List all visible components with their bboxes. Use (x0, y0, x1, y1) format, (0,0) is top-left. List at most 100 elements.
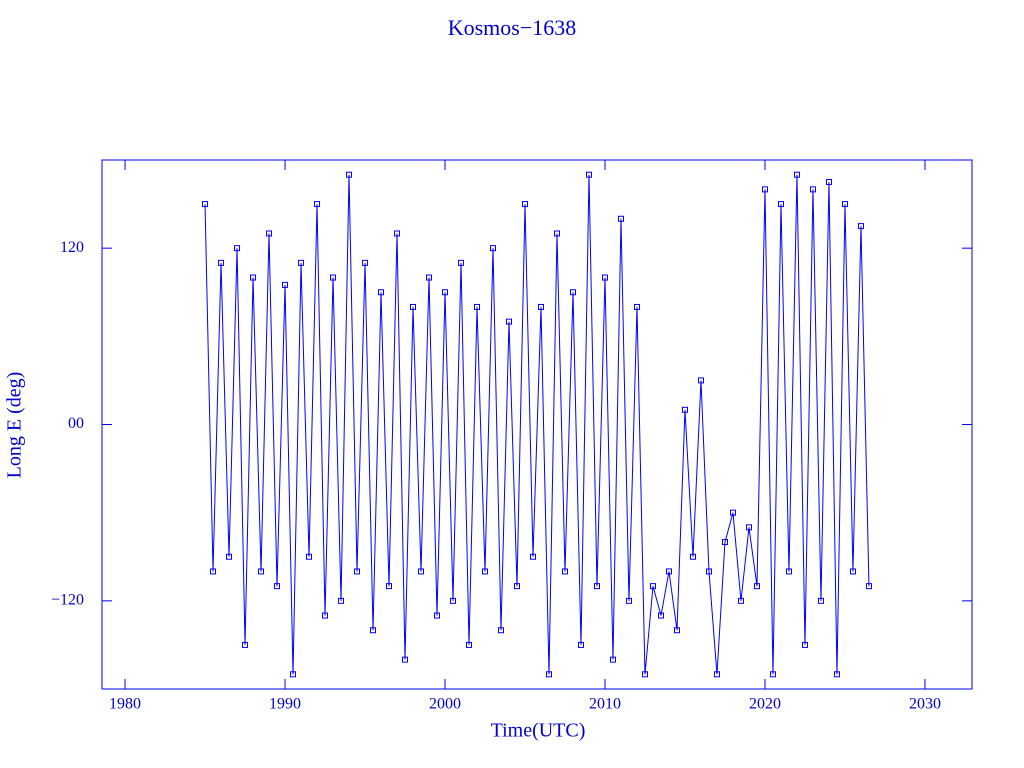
data-point (545, 671, 552, 678)
data-point (466, 641, 473, 648)
data-point (769, 671, 776, 678)
data-point (841, 201, 848, 208)
data-point (362, 259, 369, 266)
data-point (857, 223, 864, 230)
data-point (450, 597, 457, 604)
data-point (721, 539, 728, 546)
data-point (577, 641, 584, 648)
data-point (585, 171, 592, 178)
data-point (601, 274, 608, 281)
data-point (697, 377, 704, 384)
data-point (681, 406, 688, 413)
data-point (777, 201, 784, 208)
data-point (865, 583, 872, 590)
data-point (274, 583, 281, 590)
data-point (761, 186, 768, 193)
data-point (617, 215, 624, 222)
data-point (242, 641, 249, 648)
data-point (490, 245, 497, 252)
data-point (402, 656, 409, 663)
y-tick-label: −120 (51, 592, 84, 609)
data-point (530, 553, 537, 560)
data-point (458, 259, 465, 266)
x-tick-label: 1980 (109, 696, 141, 713)
data-point (442, 289, 449, 296)
data-point (258, 568, 265, 575)
data-point (753, 583, 760, 590)
data-point (306, 553, 313, 560)
x-tick-label: 1990 (269, 696, 301, 713)
data-point (729, 509, 736, 516)
data-point (553, 230, 560, 237)
data-point (705, 568, 712, 575)
data-point (210, 568, 217, 575)
data-point (290, 671, 297, 678)
data-point (298, 259, 305, 266)
data-point (386, 583, 393, 590)
data-point (689, 553, 696, 560)
data-point (498, 627, 505, 634)
data-point (522, 201, 529, 208)
data-point (234, 245, 241, 252)
data-point (593, 583, 600, 590)
y-tick-label: 120 (60, 239, 84, 256)
data-point (370, 627, 377, 634)
data-point (418, 568, 425, 575)
y-tick-label: 00 (68, 415, 84, 432)
data-point (633, 303, 640, 310)
data-point (410, 303, 417, 310)
data-point (537, 303, 544, 310)
data-point (202, 201, 209, 208)
x-tick-label: 2030 (909, 696, 941, 713)
data-point (569, 289, 576, 296)
chart-title: Kosmos−1638 (448, 15, 577, 40)
data-point (322, 612, 329, 619)
data-point (314, 201, 321, 208)
data-point (609, 656, 616, 663)
x-tick-label: 2000 (429, 696, 461, 713)
data-point (250, 274, 257, 281)
data-point (713, 671, 720, 678)
data-point (218, 259, 225, 266)
data-point (434, 612, 441, 619)
data-point (849, 568, 856, 575)
data-point (641, 671, 648, 678)
data-point (625, 597, 632, 604)
data-point (346, 171, 353, 178)
data-point (330, 274, 337, 281)
data-point (282, 281, 289, 288)
x-tick-label: 2010 (589, 696, 621, 713)
data-point (561, 568, 568, 575)
data-point (378, 289, 385, 296)
data-point (793, 171, 800, 178)
y-axis-label: Long E (deg) (4, 372, 26, 479)
data-point (665, 568, 672, 575)
data-point (785, 568, 792, 575)
data-point (745, 524, 752, 531)
data-point (817, 597, 824, 604)
data-point (657, 612, 664, 619)
data-point (809, 186, 816, 193)
data-point (833, 671, 840, 678)
data-point (737, 597, 744, 604)
data-point (673, 627, 680, 634)
x-tick-label: 2020 (749, 696, 781, 713)
x-axis-label: Time(UTC) (491, 720, 586, 742)
data-point (506, 318, 513, 325)
data-point (394, 230, 401, 237)
data-point (482, 568, 489, 575)
data-point (801, 641, 808, 648)
data-point (426, 274, 433, 281)
data-line (204, 174, 870, 675)
data-point (354, 568, 361, 575)
data-point (266, 230, 273, 237)
data-point (226, 553, 233, 560)
data-point (825, 179, 832, 186)
data-point (649, 583, 656, 590)
data-point (514, 583, 521, 590)
data-point (338, 597, 345, 604)
data-point (474, 303, 481, 310)
